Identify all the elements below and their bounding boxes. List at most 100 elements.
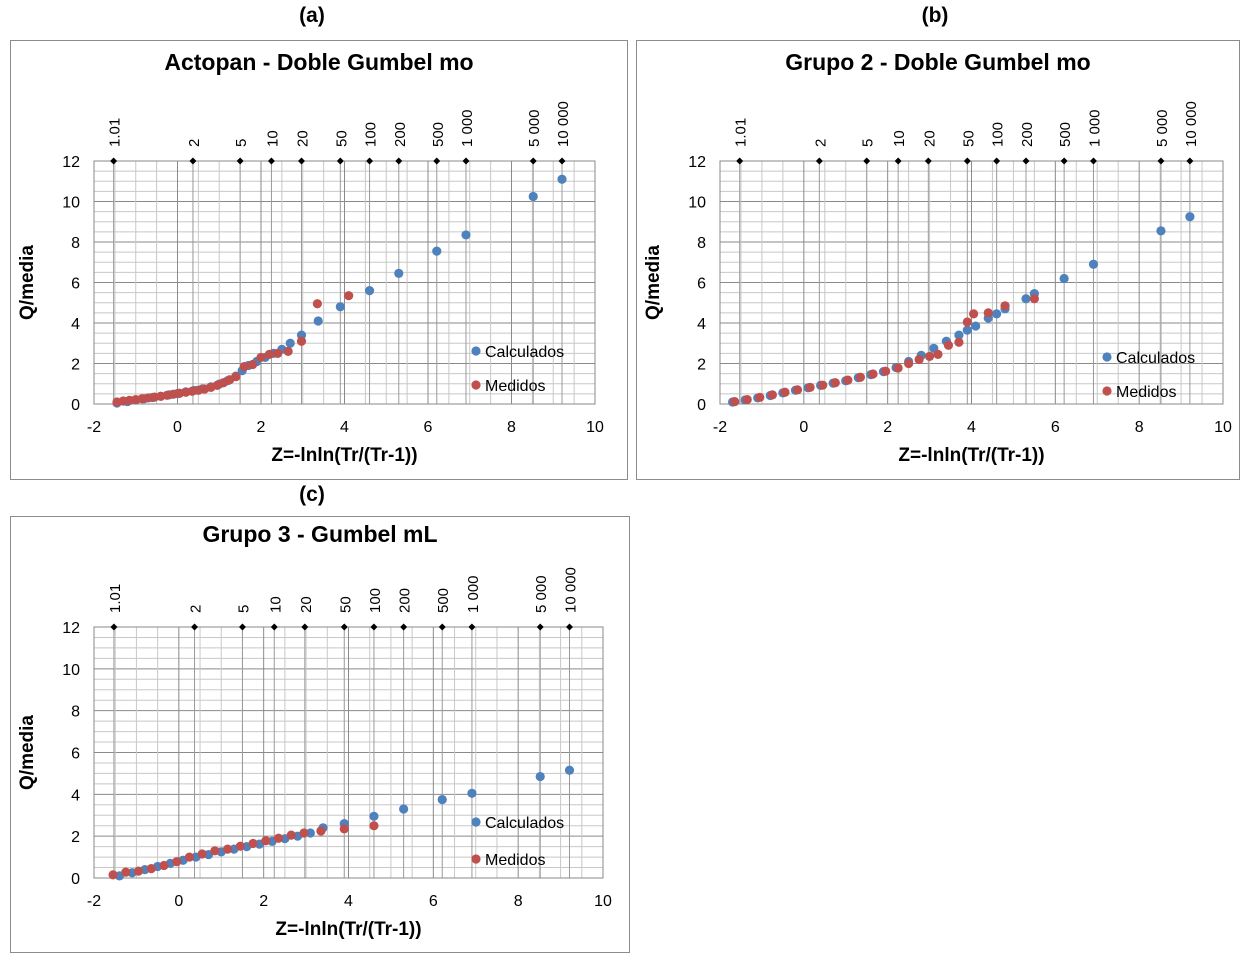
return-period-label: 1.01 <box>733 118 750 147</box>
data-point <box>742 394 752 405</box>
return-period-marker <box>400 623 408 631</box>
panel-letter-b: (b) <box>921 4 949 27</box>
legend-label: Calculados <box>485 344 564 361</box>
chart-title: Actopan - Doble Gumbel mo <box>164 49 474 75</box>
data-point <box>184 852 195 862</box>
plot-area <box>93 626 604 879</box>
data-point <box>399 804 409 814</box>
return-period-marker <box>270 623 278 631</box>
data-point <box>843 375 853 385</box>
data-point <box>248 838 258 849</box>
return-period-label: 500 <box>435 588 452 613</box>
data-point <box>914 354 924 365</box>
chart-svg: 0 2 4 6 8 10 12 -2 0 2 4 6 8 10 Z=-lnln(Tr/(Tr-1)) Q/me… <box>643 101 1232 466</box>
return-period-label: 100 <box>367 588 384 613</box>
data-point <box>868 369 878 379</box>
return-period-label: 1 000 <box>1086 109 1103 147</box>
data-point <box>313 316 323 326</box>
return-period-label: 50 <box>337 596 354 613</box>
plot-area <box>719 160 1224 405</box>
return-period-label: 10 <box>264 130 281 147</box>
data-point <box>535 771 545 782</box>
y-tick-label: 2 <box>71 357 80 374</box>
data-point <box>239 361 249 372</box>
legend-label: Calculados <box>485 815 564 832</box>
data-point <box>197 849 207 859</box>
y-tick-label: 10 <box>62 662 80 679</box>
y-tick-label: 0 <box>71 397 80 414</box>
x-tick-label: 6 <box>1051 419 1060 436</box>
return-period-marker <box>433 157 441 165</box>
series-medidos <box>112 291 354 407</box>
y-tick-label: 12 <box>62 620 80 637</box>
legend-label: Medidos <box>1116 384 1176 401</box>
x-tick-label: 10 <box>1214 419 1232 436</box>
data-point <box>108 870 118 880</box>
return-period-label: 20 <box>298 596 315 613</box>
data-point <box>273 348 283 358</box>
data-point <box>133 866 144 876</box>
data-point <box>962 317 972 327</box>
x-tick-label: 4 <box>344 893 353 910</box>
series-calculados <box>112 174 567 408</box>
return-period-label: 5 000 <box>526 109 543 147</box>
data-point <box>1088 259 1099 269</box>
return-period-marker <box>894 157 902 165</box>
chart-title: Grupo 2 - Doble Gumbel mo <box>785 49 1091 75</box>
data-point <box>933 349 943 359</box>
return-period-marker <box>236 157 244 165</box>
return-period-marker <box>815 157 823 165</box>
chart-panel-c: Grupo 3 - Gumbel mL 0 2 4 6 8 10 12 -2 0 2 4 6 8 10 Z=… <box>10 516 630 953</box>
x-tick-label: 6 <box>429 893 438 910</box>
return-period-marker <box>1060 157 1068 165</box>
y-tick-label: 10 <box>62 195 80 212</box>
y-tick-label: 4 <box>71 316 80 333</box>
data-point <box>983 308 993 318</box>
chart-panel-b: Grupo 2 - Doble Gumbel mo 0 2 4 6 8 10 12 -2 0 2 4… <box>636 40 1240 480</box>
data-point <box>394 268 404 278</box>
return-period-label: 5 <box>235 605 252 613</box>
gridlines <box>719 160 1224 405</box>
return-period-label: 200 <box>1019 122 1036 147</box>
return-period-label: 100 <box>363 122 380 147</box>
data-point <box>312 299 322 309</box>
x-tick-label: 2 <box>257 419 266 436</box>
data-point <box>954 330 964 340</box>
return-period-label: 1.01 <box>107 118 124 147</box>
data-point <box>792 385 803 395</box>
return-period-label: 2 <box>188 605 205 613</box>
return-period-label: 5 000 <box>1154 109 1171 147</box>
x-tick-label: 4 <box>340 419 349 436</box>
data-point <box>818 380 828 390</box>
return-period-marker <box>924 157 932 165</box>
y-tick-label: 4 <box>71 787 80 804</box>
y-axis-label: Q/media <box>17 245 38 320</box>
data-point <box>1029 294 1039 304</box>
gridlines <box>93 626 604 879</box>
x-tick-label: 10 <box>586 419 604 436</box>
y-axis-label: Q/media <box>643 245 664 320</box>
x-tick-label: 6 <box>424 419 433 436</box>
data-point <box>924 351 935 362</box>
x-tick-label: 2 <box>883 419 892 436</box>
data-point <box>968 309 979 319</box>
return-period-label: 200 <box>397 588 414 613</box>
data-point <box>755 392 765 402</box>
data-point <box>1185 212 1195 222</box>
data-point <box>172 857 182 867</box>
return-period-marker <box>301 623 309 631</box>
return-period-marker <box>558 157 566 165</box>
series-calculados <box>727 212 1195 407</box>
x-tick-label: -2 <box>87 893 101 910</box>
y-tick-label: 12 <box>688 154 706 171</box>
x-tick-label: 0 <box>799 419 808 436</box>
return-period-label: 20 <box>294 130 311 147</box>
x-axis-label: Z=-lnln(Tr/(Tr-1)) <box>898 445 1044 466</box>
return-period-marker <box>468 623 476 631</box>
data-point <box>971 321 981 331</box>
return-period-label: 10 000 <box>562 567 579 613</box>
data-point <box>285 338 295 348</box>
data-point <box>880 366 891 376</box>
return-period-label: 500 <box>1057 122 1074 147</box>
chart-svg: 0 2 4 6 8 10 12 -2 0 2 4 6 8 10 Z=-lnln(Tr/(Tr-1)) Q/me… <box>17 567 612 940</box>
